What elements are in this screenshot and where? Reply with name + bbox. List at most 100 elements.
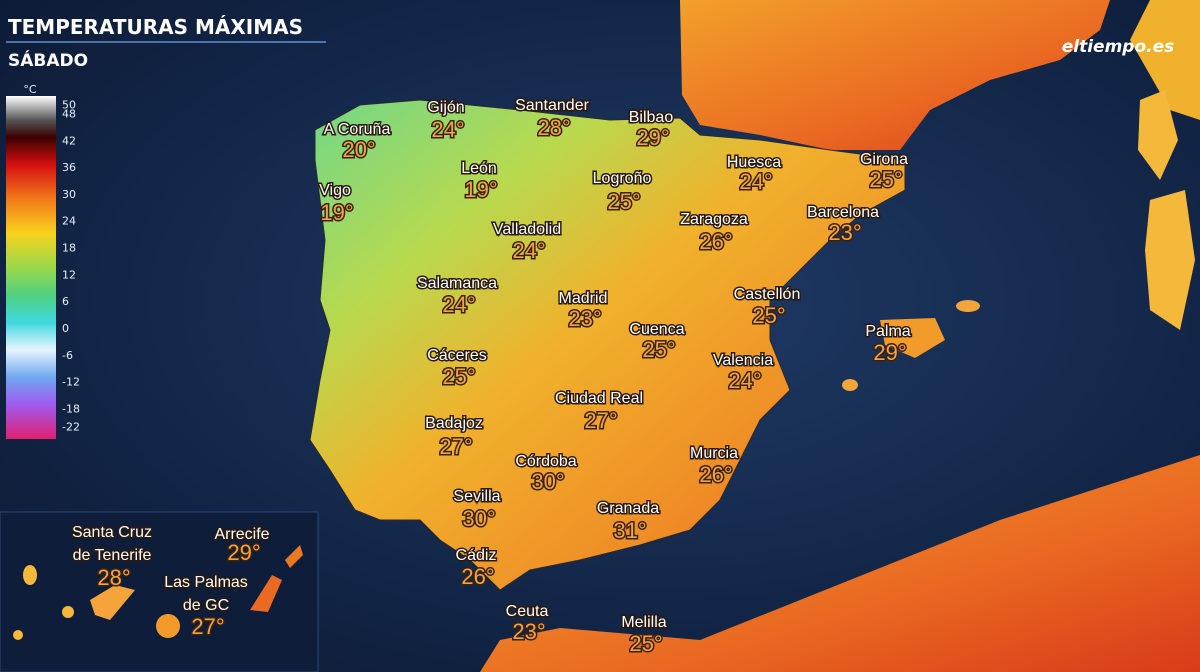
legend-label: 36 [62, 161, 76, 174]
city-temp: 26° [461, 564, 494, 589]
mallorca [880, 318, 945, 358]
africa [480, 455, 1200, 672]
city-name: Cuenca [629, 321, 684, 338]
fuerteventura [250, 575, 282, 612]
city-name: Zaragoza [680, 211, 748, 228]
city-temp: 23° [512, 619, 545, 644]
logo: eltiempo.es [1062, 37, 1175, 57]
legend-label: 48 [62, 107, 76, 120]
city-name: Arrecife [214, 526, 269, 543]
city-temp: 27° [584, 408, 617, 433]
city-temp: 19° [320, 200, 353, 225]
city-name: Ceuta [506, 603, 549, 620]
city-temp: 23° [828, 220, 861, 245]
city-name: de Tenerife [73, 547, 152, 564]
city-name: Girona [860, 151, 908, 168]
subtitle: SÁBADO [8, 49, 88, 71]
city-temp: 29° [636, 125, 669, 150]
city-name: Gijón [427, 99, 464, 116]
city-temp: 30° [462, 506, 495, 531]
city-name: Barcelona [807, 204, 879, 221]
city-name: León [461, 160, 497, 177]
city-name: Palma [865, 323, 910, 340]
city-temp: 19° [464, 177, 497, 202]
city-temp: 25° [442, 364, 475, 389]
city-name: Ciudad Real [555, 390, 643, 407]
color-scale [6, 96, 56, 439]
city-temp: 27° [439, 434, 472, 459]
city-temp: 28° [537, 115, 570, 140]
city-temp: 25° [642, 337, 675, 362]
legend-unit: °C [23, 83, 37, 96]
ibiza [842, 379, 858, 391]
city-temp: 24° [442, 292, 475, 317]
legend-label: -12 [62, 376, 80, 389]
corsica [1138, 90, 1178, 180]
legend-label: 18 [62, 242, 76, 255]
city-name: Córdoba [515, 453, 576, 470]
city-temp: 28° [97, 565, 130, 590]
city-name: A Coruña [324, 121, 391, 138]
legend-label: 0 [62, 322, 69, 335]
city-temp: 27° [191, 614, 224, 639]
city-temp: 31° [613, 518, 646, 543]
gran-canaria [156, 614, 180, 638]
la-palma [23, 565, 37, 585]
city-name: Cáceres [427, 347, 487, 364]
city-name: Valladolid [493, 221, 561, 238]
iberia [309, 99, 906, 591]
legend-label: -18 [62, 402, 80, 415]
city-temp: 25° [752, 303, 785, 328]
legend-label: 50 [62, 99, 76, 112]
legend-label: 12 [62, 268, 76, 281]
city-temp: 20° [342, 137, 375, 162]
sardinia [1145, 190, 1195, 330]
city-name: Las Palmas [164, 574, 248, 591]
city-name: Sevilla [453, 488, 500, 505]
alps [1130, 0, 1200, 120]
city-temp: 25° [607, 189, 640, 214]
city-temp: 29° [227, 540, 260, 565]
city-temp: 26° [699, 229, 732, 254]
legend-label: 30 [62, 188, 76, 201]
france [680, 0, 1110, 150]
city-temp: 24° [728, 368, 761, 393]
city-name: Murcia [690, 445, 738, 462]
legend-label: 42 [62, 134, 76, 147]
city-name: Huesca [727, 154, 781, 171]
city-temp: 23° [568, 306, 601, 331]
el-hierro [13, 630, 23, 640]
city-temp: 30° [531, 469, 564, 494]
city-temp: 25° [629, 631, 662, 656]
city-temp: 29° [873, 340, 906, 365]
city-temp: 26° [699, 462, 732, 487]
city-name: de GC [183, 597, 229, 614]
city-name: Badajoz [425, 415, 483, 432]
menorca [956, 300, 980, 312]
city-name: Melilla [621, 614, 666, 631]
city-name: Granada [597, 500, 659, 517]
city-name: Santa Cruz [72, 524, 152, 541]
lanzarote [285, 545, 303, 568]
legend-label: -22 [62, 420, 80, 433]
city-name: Logroño [593, 170, 652, 187]
city-name: Bilbao [629, 109, 674, 126]
city-temp: 24° [431, 117, 464, 142]
city-name: Madrid [559, 290, 608, 307]
legend-label: -6 [62, 349, 73, 362]
title: TEMPERATURAS MÁXIMAS [8, 15, 303, 39]
la-gomera [62, 606, 74, 618]
city-temp: 25° [869, 167, 902, 192]
legend-label: 6 [62, 295, 69, 308]
city-temp: 24° [512, 238, 545, 263]
city-name: Valencia [713, 352, 773, 369]
city-name: Vigo [319, 182, 351, 199]
city-name: Cádiz [456, 547, 497, 564]
tenerife [90, 585, 135, 620]
city-name: Santander [515, 97, 590, 114]
city-name: Salamanca [417, 275, 497, 292]
city-temp: 24° [739, 169, 772, 194]
city-name: Castellón [734, 286, 801, 303]
